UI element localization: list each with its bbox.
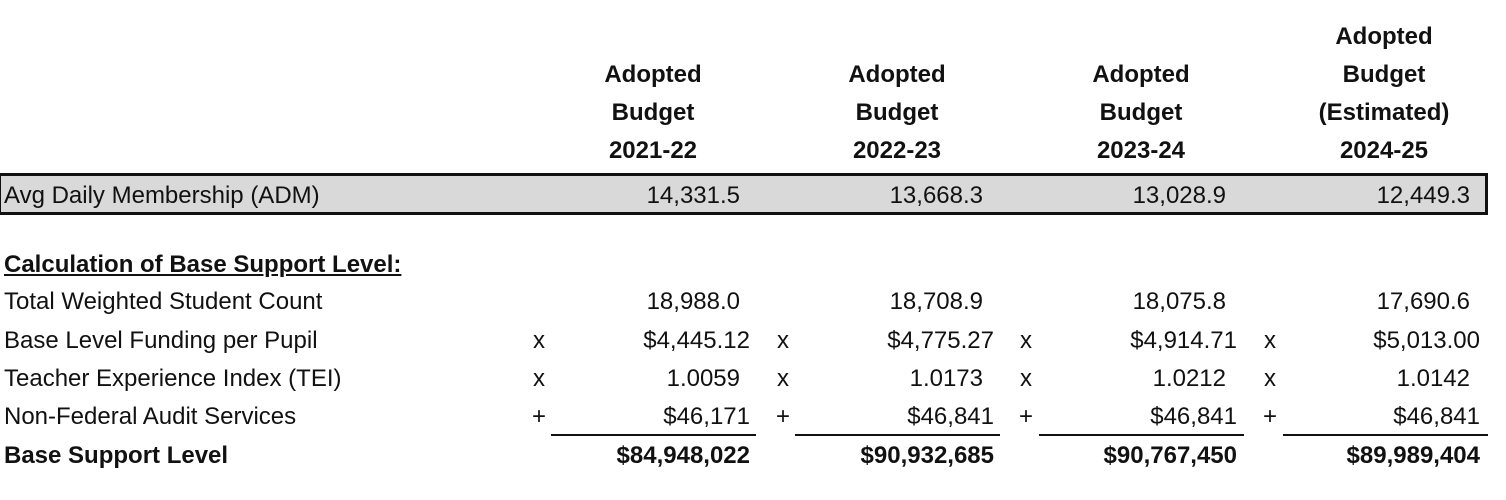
cell-value: 1.0212 bbox=[1152, 365, 1226, 392]
cell-value: $46,841 bbox=[1393, 403, 1480, 430]
row-label-weighted-student-count: Total Weighted Student Count bbox=[4, 288, 323, 315]
header-year: 2024-25 bbox=[1339, 137, 1429, 164]
adm-value-2021-22: 14,331.5 bbox=[646, 182, 740, 209]
row-label-teacher-experience-index: Teacher Experience Index (TEI) bbox=[4, 365, 342, 392]
operator-multiply: x bbox=[1020, 365, 1032, 392]
cell-value: 1.0059 bbox=[666, 365, 740, 392]
cell-value: 18,988.0 bbox=[646, 288, 740, 315]
header-year: 2023-24 bbox=[1096, 137, 1186, 164]
row-label-non-federal-audit: Non-Federal Audit Services bbox=[4, 403, 297, 430]
section-title: Calculation of Base Support Level: bbox=[4, 251, 402, 278]
total-label: Base Support Level bbox=[4, 442, 229, 469]
row-label-base-level-funding: Base Level Funding per Pupil bbox=[4, 327, 318, 354]
total-value-2022-23: $90,932,685 bbox=[860, 442, 994, 469]
adm-value-2023-24: 13,028.9 bbox=[1132, 182, 1226, 209]
header-line: Adopted bbox=[1335, 23, 1433, 50]
header-line: Budget bbox=[611, 99, 695, 126]
operator-plus: + bbox=[775, 403, 790, 430]
operator-multiply: x bbox=[1020, 327, 1032, 354]
header-year: 2021-22 bbox=[608, 137, 698, 164]
operator-plus: + bbox=[1018, 403, 1033, 430]
cell-value: $4,775.27 bbox=[887, 327, 994, 354]
operator-plus: + bbox=[1262, 403, 1277, 430]
column-header-2022-23: Adopted Budget 2022-23 bbox=[807, 18, 987, 170]
adm-value-2024-25: 12,449.3 bbox=[1376, 182, 1470, 209]
cell-value: 18,708.9 bbox=[889, 288, 983, 315]
cell-value: 17,690.6 bbox=[1376, 288, 1470, 315]
cell-value: $5,013.00 bbox=[1373, 327, 1480, 354]
header-year: 2022-23 bbox=[852, 137, 942, 164]
header-line bbox=[807, 18, 987, 56]
operator-multiply: x bbox=[533, 327, 545, 354]
total-value-2021-22: $84,948,022 bbox=[616, 442, 750, 469]
header-line bbox=[1051, 18, 1231, 56]
header-line bbox=[563, 18, 743, 56]
header-line: (Estimated) bbox=[1318, 99, 1450, 126]
cell-value: $4,445.12 bbox=[643, 327, 750, 354]
operator-multiply: x bbox=[777, 327, 789, 354]
sum-underline bbox=[795, 434, 1000, 436]
header-line: Budget bbox=[1099, 99, 1183, 126]
cell-value: $46,841 bbox=[907, 403, 994, 430]
column-header-2024-25: Adopted Budget (Estimated) 2024-25 bbox=[1294, 18, 1474, 170]
operator-multiply: x bbox=[777, 365, 789, 392]
column-header-2021-22: Adopted Budget 2021-22 bbox=[563, 18, 743, 170]
cell-value: 18,075.8 bbox=[1132, 288, 1226, 315]
cell-value: 1.0173 bbox=[909, 365, 983, 392]
column-header-2023-24: Adopted Budget 2023-24 bbox=[1051, 18, 1231, 170]
operator-multiply: x bbox=[533, 365, 545, 392]
total-value-2023-24: $90,767,450 bbox=[1103, 442, 1237, 469]
operator-multiply: x bbox=[1264, 365, 1276, 392]
header-line: Adopted bbox=[1092, 61, 1190, 88]
cell-value: $4,914.71 bbox=[1130, 327, 1237, 354]
header-line: Adopted bbox=[604, 61, 702, 88]
header-line: Budget bbox=[855, 99, 939, 126]
cell-value: $46,171 bbox=[663, 403, 750, 430]
sum-underline bbox=[1283, 434, 1488, 436]
cell-value: 1.0142 bbox=[1396, 365, 1470, 392]
header-line: Adopted bbox=[848, 61, 946, 88]
header-line: Budget bbox=[1342, 61, 1426, 88]
adm-row-box bbox=[0, 173, 1488, 215]
cell-value: $46,841 bbox=[1150, 403, 1237, 430]
sum-underline bbox=[1039, 434, 1244, 436]
adm-label: Avg Daily Membership (ADM) bbox=[4, 182, 320, 209]
operator-plus: + bbox=[531, 403, 546, 430]
total-value-2024-25: $89,989,404 bbox=[1346, 442, 1480, 469]
operator-multiply: x bbox=[1264, 327, 1276, 354]
sum-underline bbox=[551, 434, 756, 436]
adm-value-2022-23: 13,668.3 bbox=[889, 182, 983, 209]
